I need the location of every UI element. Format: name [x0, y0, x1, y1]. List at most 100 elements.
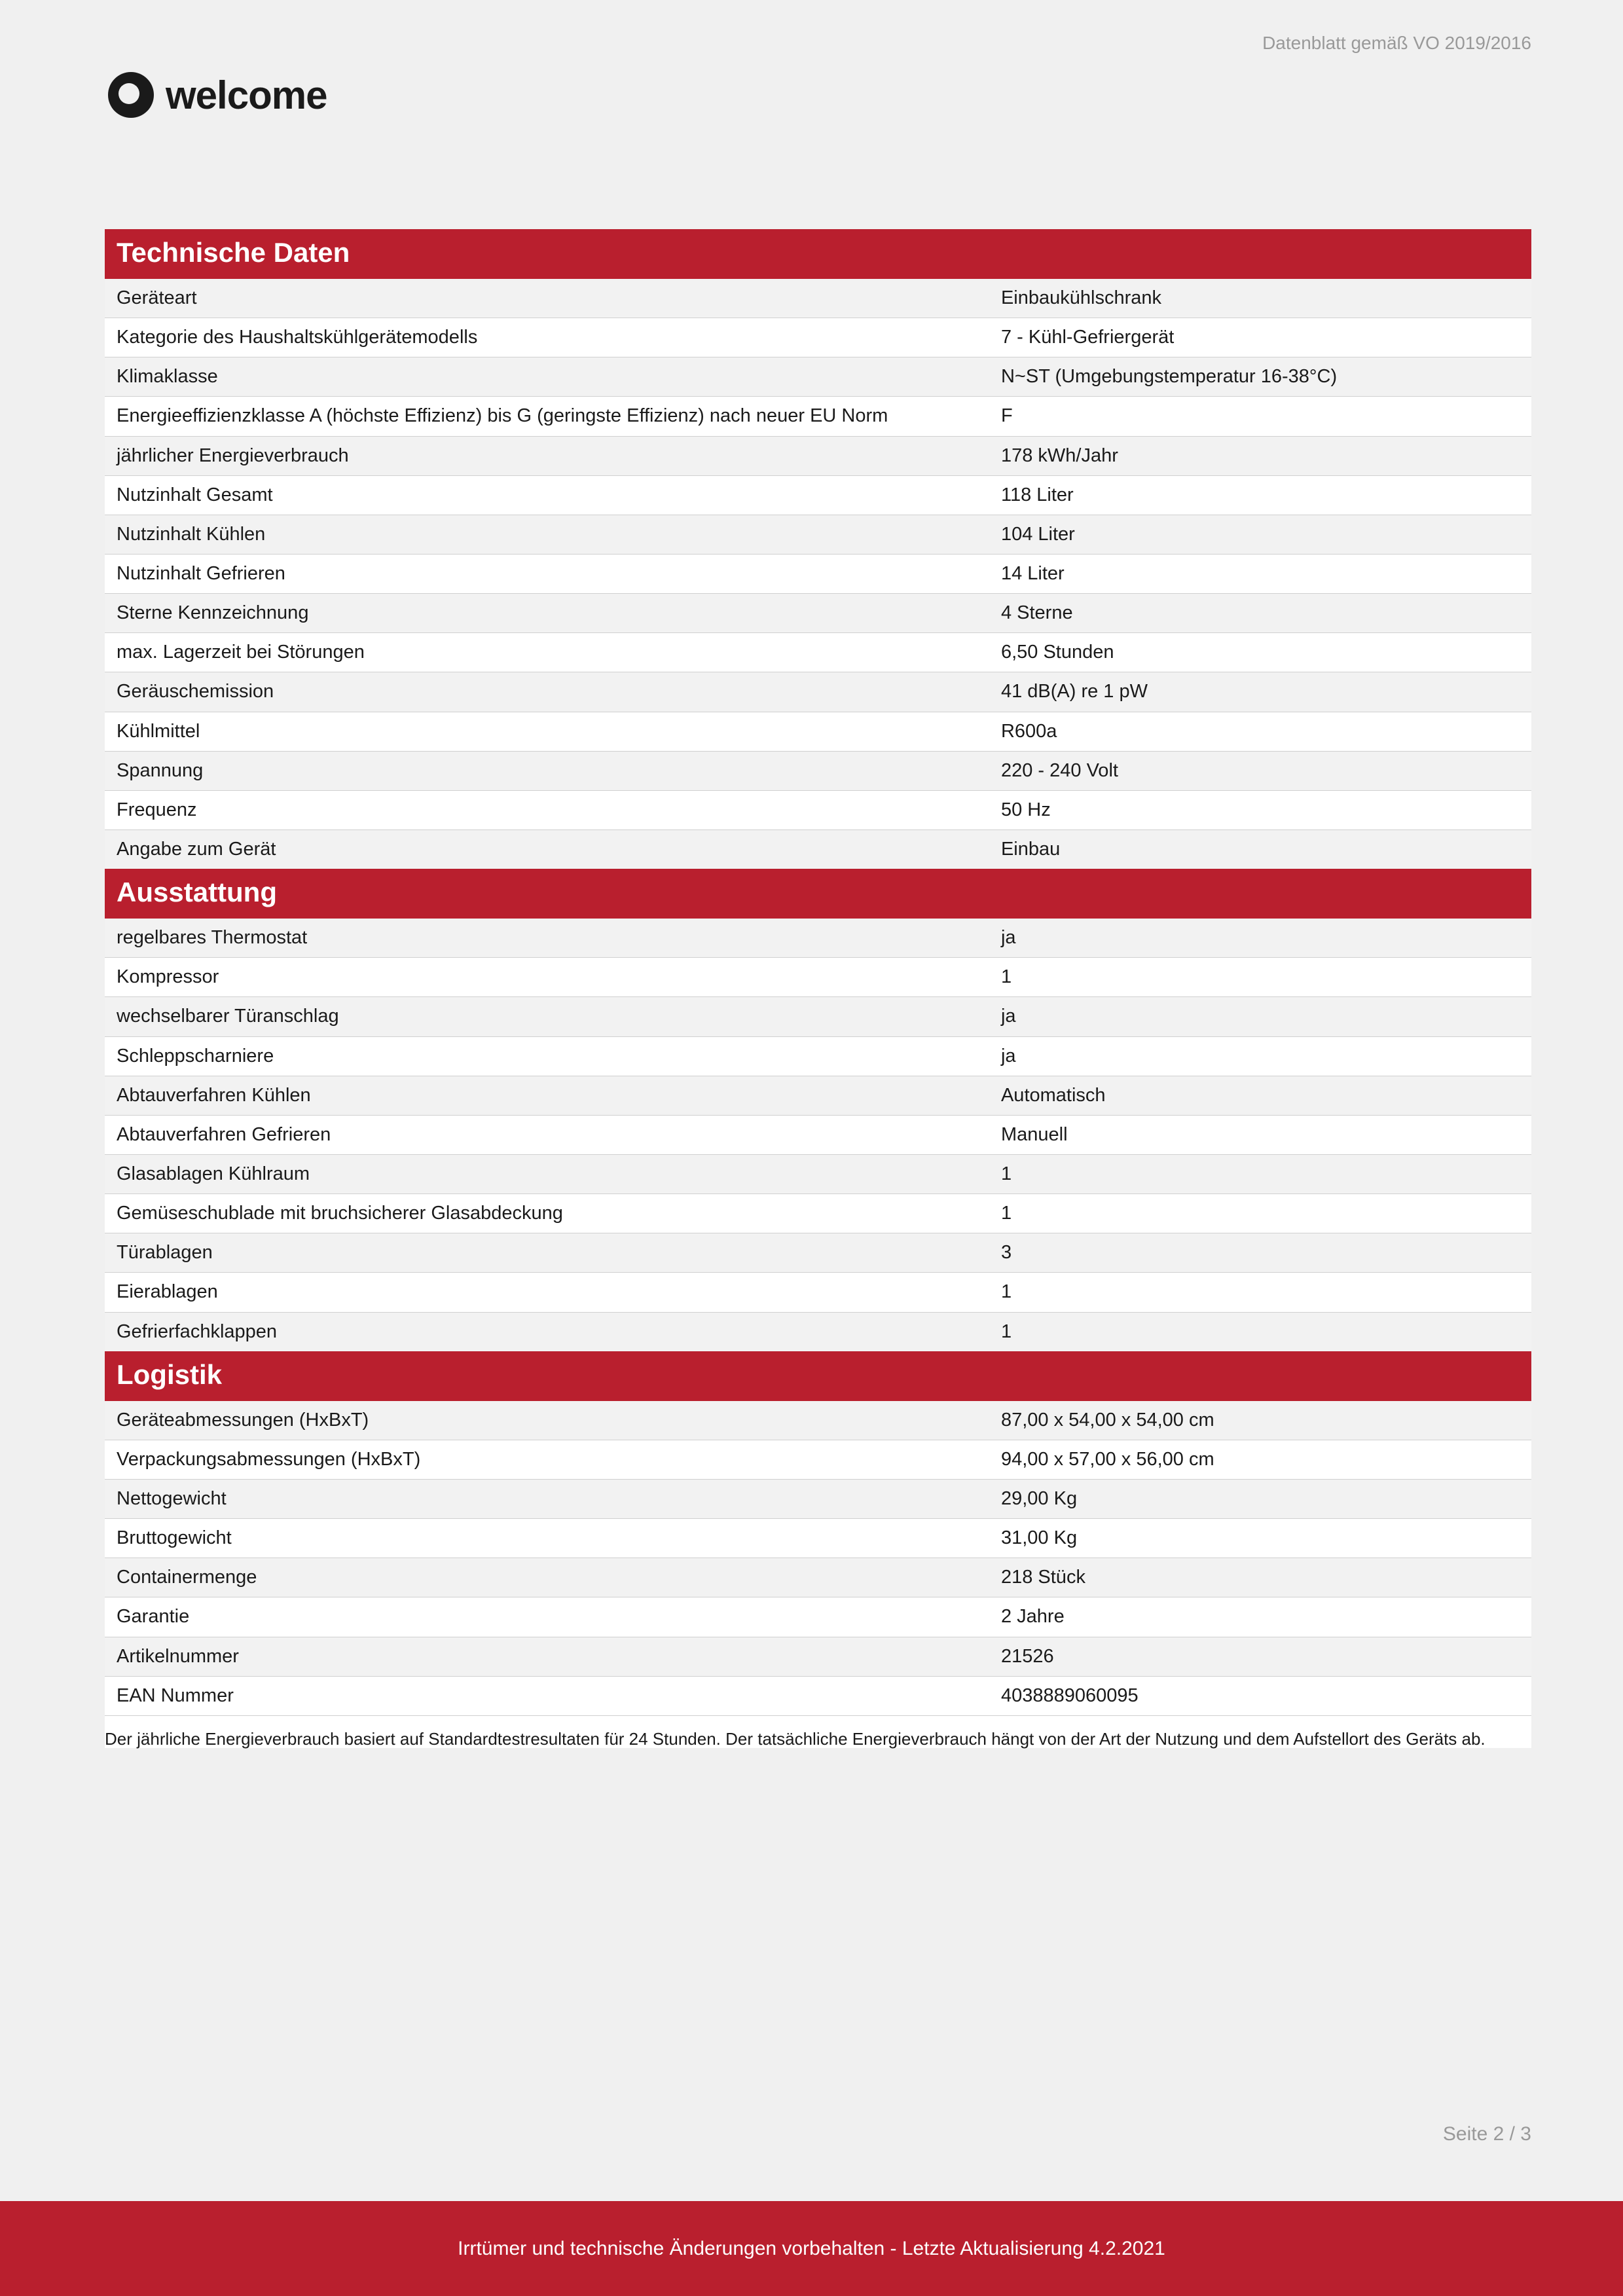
row-value: 87,00 x 54,00 x 54,00 cm — [989, 1400, 1531, 1440]
row-value: 1 — [989, 1312, 1531, 1352]
table-row: Gefrierfachklappen1 — [105, 1312, 1531, 1352]
row-value: 1 — [989, 1273, 1531, 1312]
table-row: Frequenz50 Hz — [105, 790, 1531, 829]
row-value: 7 - Kühl-Gefriergerät — [989, 318, 1531, 357]
table-row: Bruttogewicht31,00 Kg — [105, 1519, 1531, 1558]
row-value: ja — [989, 1036, 1531, 1076]
header-regulation-note: Datenblatt gemäß VO 2019/2016 — [1262, 33, 1531, 54]
table-row: Glasablagen Kühlraum1 — [105, 1154, 1531, 1194]
spec-table: Technische DatenGeräteartEinbaukühlschra… — [105, 229, 1531, 1748]
row-value: 220 - 240 Volt — [989, 751, 1531, 790]
row-value: N~ST (Umgebungstemperatur 16-38°C) — [989, 357, 1531, 397]
row-label: Kühlmittel — [105, 712, 989, 751]
row-value: 104 Liter — [989, 515, 1531, 554]
row-label: Angabe zum Gerät — [105, 829, 989, 869]
table-row: Nutzinhalt Gesamt118 Liter — [105, 475, 1531, 515]
table-row: Eierablagen1 — [105, 1273, 1531, 1312]
section-title: Logistik — [105, 1352, 989, 1400]
table-row: Containermenge218 Stück — [105, 1558, 1531, 1597]
row-label: Containermenge — [105, 1558, 989, 1597]
row-value: 1 — [989, 1154, 1531, 1194]
row-value: R600a — [989, 712, 1531, 751]
table-row: regelbares Thermostatja — [105, 918, 1531, 958]
footer-text: Irrtümer und technische Änderungen vorbe… — [458, 2238, 1165, 2260]
table-row: jährlicher Energieverbrauch178 kWh/Jahr — [105, 436, 1531, 475]
row-label: Geräuschemission — [105, 672, 989, 712]
table-row: Energieeffizienzklasse A (höchste Effizi… — [105, 397, 1531, 436]
row-label: Verpackungsabmessungen (HxBxT) — [105, 1440, 989, 1479]
row-value: 50 Hz — [989, 790, 1531, 829]
row-label: Nettogewicht — [105, 1479, 989, 1518]
row-value: ja — [989, 918, 1531, 958]
table-row: Garantie2 Jahre — [105, 1597, 1531, 1637]
row-label: max. Lagerzeit bei Störungen — [105, 633, 989, 672]
row-label: Geräteart — [105, 278, 989, 318]
row-label: Türablagen — [105, 1233, 989, 1273]
row-value: 218 Stück — [989, 1558, 1531, 1597]
section-title: Technische Daten — [105, 230, 989, 278]
row-label: jährlicher Energieverbrauch — [105, 436, 989, 475]
section-title: Ausstattung — [105, 869, 989, 918]
section-header: Technische Daten — [105, 230, 1531, 278]
row-value: Einbaukühlschrank — [989, 278, 1531, 318]
table-row: Verpackungsabmessungen (HxBxT)94,00 x 57… — [105, 1440, 1531, 1479]
row-value: Manuell — [989, 1115, 1531, 1154]
table-row: Kategorie des Haushaltskühlgerätemodells… — [105, 318, 1531, 357]
row-label: Kompressor — [105, 958, 989, 997]
row-value: 94,00 x 57,00 x 56,00 cm — [989, 1440, 1531, 1479]
page-indicator: Seite 2 / 3 — [1443, 2123, 1531, 2145]
row-label: Geräteabmessungen (HxBxT) — [105, 1400, 989, 1440]
row-label: Abtauverfahren Kühlen — [105, 1076, 989, 1115]
spec-table-container: Technische DatenGeräteartEinbaukühlschra… — [105, 229, 1531, 1748]
section-title-spacer — [989, 869, 1531, 918]
footer-bar: Irrtümer und technische Änderungen vorbe… — [0, 2201, 1623, 2296]
table-row: Gemüseschublade mit bruchsicherer Glasab… — [105, 1194, 1531, 1233]
table-row: wechselbarer Türanschlagja — [105, 997, 1531, 1036]
row-label: Glasablagen Kühlraum — [105, 1154, 989, 1194]
row-value: 3 — [989, 1233, 1531, 1273]
row-label: Eierablagen — [105, 1273, 989, 1312]
row-value: 4038889060095 — [989, 1676, 1531, 1715]
row-label: Kategorie des Haushaltskühlgerätemodells — [105, 318, 989, 357]
table-row: max. Lagerzeit bei Störungen6,50 Stunden — [105, 633, 1531, 672]
row-label: wechselbarer Türanschlag — [105, 997, 989, 1036]
row-value: 21526 — [989, 1637, 1531, 1676]
row-label: Schleppscharniere — [105, 1036, 989, 1076]
row-label: Artikelnummer — [105, 1637, 989, 1676]
row-label: Klimaklasse — [105, 357, 989, 397]
logo-mark-icon — [108, 72, 154, 118]
row-label: Nutzinhalt Gesamt — [105, 475, 989, 515]
row-label: Gefrierfachklappen — [105, 1312, 989, 1352]
table-row: Angabe zum GerätEinbau — [105, 829, 1531, 869]
brand-name: welcome — [166, 73, 327, 118]
section-title-spacer — [989, 1352, 1531, 1400]
table-row: Geräuschemission41 dB(A) re 1 pW — [105, 672, 1531, 712]
row-value: 31,00 Kg — [989, 1519, 1531, 1558]
row-label: Nutzinhalt Kühlen — [105, 515, 989, 554]
row-value: 1 — [989, 1194, 1531, 1233]
table-row: GeräteartEinbaukühlschrank — [105, 278, 1531, 318]
table-row: Artikelnummer21526 — [105, 1637, 1531, 1676]
row-label: Garantie — [105, 1597, 989, 1637]
brand-logo: welcome — [108, 72, 327, 118]
row-label: EAN Nummer — [105, 1676, 989, 1715]
row-value: F — [989, 397, 1531, 436]
table-row: Nutzinhalt Gefrieren14 Liter — [105, 554, 1531, 593]
row-value: 6,50 Stunden — [989, 633, 1531, 672]
row-label: regelbares Thermostat — [105, 918, 989, 958]
table-row: Sterne Kennzeichnung4 Sterne — [105, 594, 1531, 633]
row-value: 118 Liter — [989, 475, 1531, 515]
table-row: Schleppscharniereja — [105, 1036, 1531, 1076]
row-label: Spannung — [105, 751, 989, 790]
table-row: KlimaklasseN~ST (Umgebungstemperatur 16-… — [105, 357, 1531, 397]
section-header: Logistik — [105, 1352, 1531, 1400]
row-value: 41 dB(A) re 1 pW — [989, 672, 1531, 712]
row-value: Automatisch — [989, 1076, 1531, 1115]
table-row: Nettogewicht29,00 Kg — [105, 1479, 1531, 1518]
table-row: Kompressor1 — [105, 958, 1531, 997]
section-header: Ausstattung — [105, 869, 1531, 918]
row-value: 2 Jahre — [989, 1597, 1531, 1637]
section-title-spacer — [989, 230, 1531, 278]
table-row: Abtauverfahren GefrierenManuell — [105, 1115, 1531, 1154]
table-row: Geräteabmessungen (HxBxT)87,00 x 54,00 x… — [105, 1400, 1531, 1440]
